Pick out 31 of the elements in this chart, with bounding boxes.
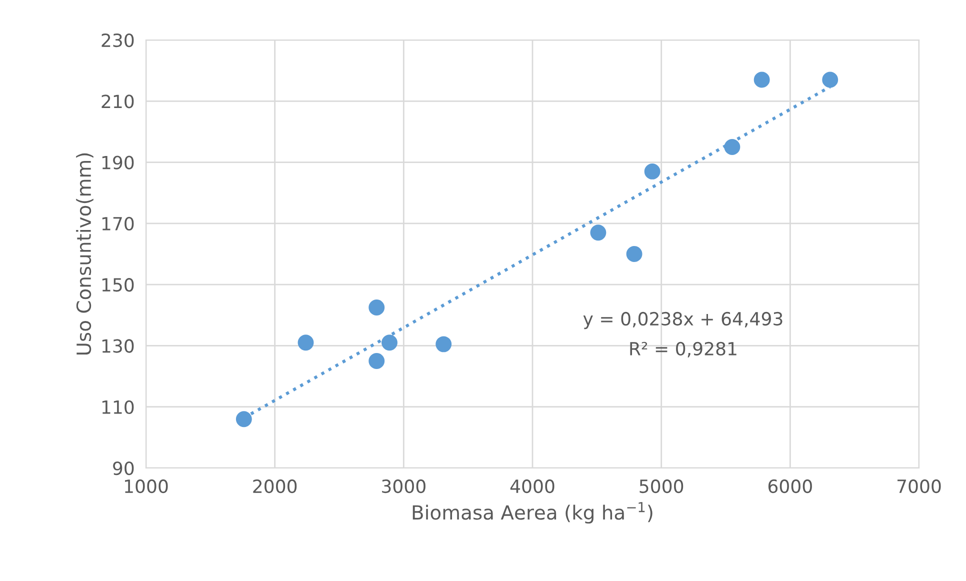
point [368, 300, 385, 316]
x-tick-label: 6000 [768, 479, 812, 494]
y-tick-label: 110 [102, 400, 134, 414]
point [754, 72, 770, 88]
point [436, 336, 452, 352]
point [626, 246, 642, 262]
x-tick-label: 7000 [898, 479, 941, 494]
point [382, 334, 398, 351]
point [368, 353, 385, 369]
y-tick-label: 230 [102, 33, 134, 48]
y-tick-label: 170 [102, 216, 134, 231]
point [298, 334, 314, 351]
x-tick-label: 1000 [125, 479, 168, 494]
point [724, 139, 740, 155]
x-axis-title: Biomasa Aerea (kg ha$^{−1}$) [412, 502, 652, 524]
y-tick-label: 150 [102, 278, 134, 292]
y-tick-label: 190 [102, 156, 134, 170]
y-tick-label: 130 [102, 339, 134, 353]
x-tick-label: 4000 [510, 479, 554, 494]
y-tick-label: 90 [113, 461, 134, 476]
point [236, 411, 252, 428]
y-tick-label: 210 [102, 94, 134, 108]
x-tick-label: 2000 [253, 479, 297, 494]
point [644, 163, 660, 180]
annotation: R² = 0,9281 [630, 342, 736, 358]
annotation: y = 0,0238x + 64,493 [583, 312, 782, 330]
x-tick-label: 5000 [640, 479, 684, 494]
x-tick-label: 3000 [382, 479, 426, 494]
y-axis-title: Uso Consuntivo(mm) [76, 153, 94, 355]
point [822, 72, 838, 88]
point [590, 224, 606, 241]
